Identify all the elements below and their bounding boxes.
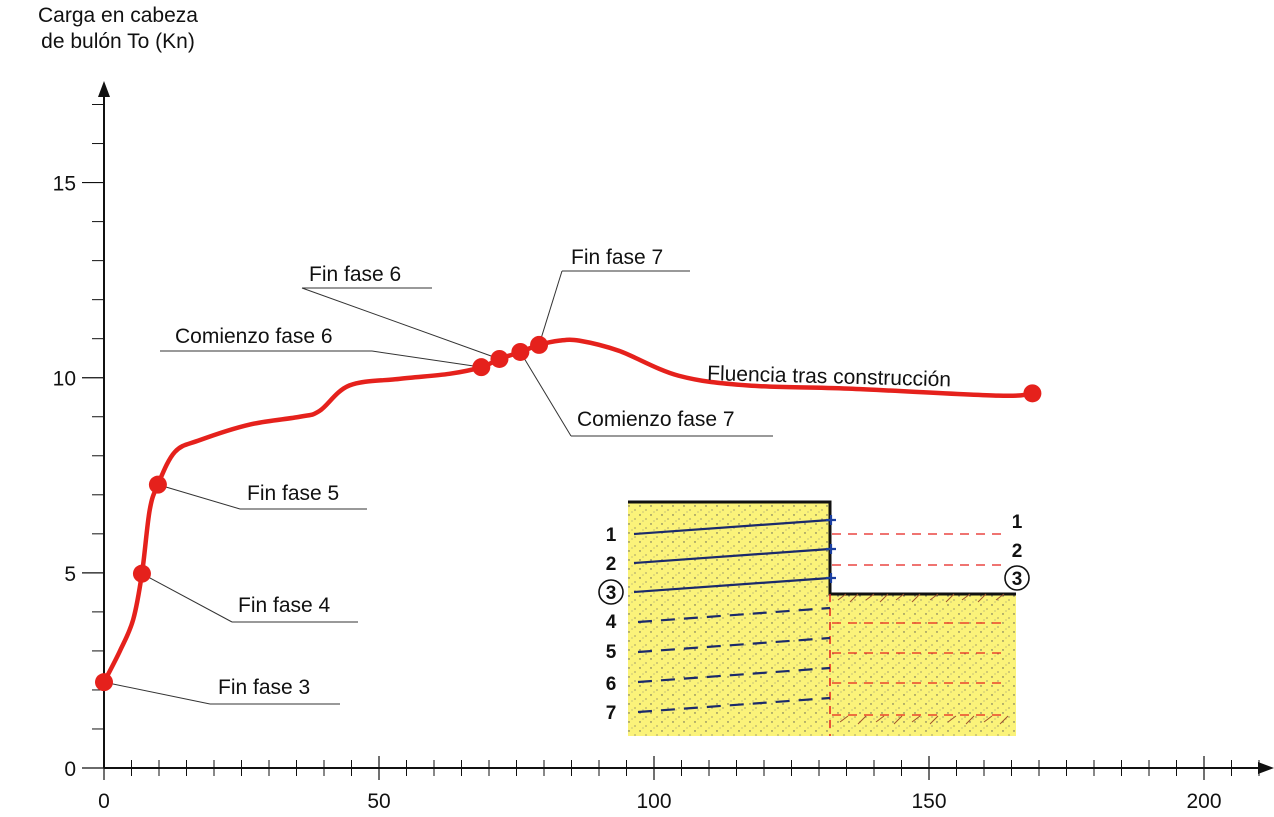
leader-line (104, 682, 210, 704)
bolt-label: 1 (606, 525, 617, 546)
y-axis-title: Carga en cabeza (38, 4, 198, 27)
y-tick-label: 0 (64, 758, 76, 781)
bolt-label: 5 (606, 642, 617, 663)
x-axis-arrow (1258, 762, 1274, 774)
inset-diagram: 1 2 3 4 5 6 7 1 2 3 (599, 502, 1029, 736)
annotation: Fin fase 6 (309, 263, 401, 286)
y-axis-title: de bulón To (Kn) (41, 30, 195, 53)
point-marker (490, 350, 508, 368)
bolt-label: 3 (606, 583, 617, 604)
annotation: Fin fase 5 (247, 482, 339, 505)
leader-line (539, 271, 562, 345)
annotation: Fin fase 3 (218, 676, 310, 699)
bolt-label: 1 (1012, 512, 1023, 533)
point-marker (133, 565, 151, 583)
leader-line (302, 288, 499, 359)
point-marker (472, 358, 490, 376)
point-marker (95, 673, 113, 691)
y-tick-label: 5 (64, 563, 76, 586)
y-axis-arrow (98, 81, 110, 97)
annotation: Comienzo fase 6 (175, 325, 333, 348)
annotation: Comienzo fase 7 (577, 408, 735, 431)
bolt-label: 6 (606, 674, 617, 695)
bolt-label: 3 (1012, 569, 1023, 590)
bolt-label: 2 (606, 554, 617, 575)
bolt-label: 7 (606, 703, 617, 724)
leader-line (142, 574, 232, 622)
y-tick-label: 10 (53, 368, 76, 391)
x-tick-label: 100 (636, 790, 671, 813)
point-marker (511, 343, 529, 361)
x-tick-label: 150 (911, 790, 946, 813)
x-tick-label: 50 (367, 790, 390, 813)
leader-line (372, 351, 481, 367)
leader-line (158, 485, 240, 509)
annotation: Fin fase 4 (238, 594, 331, 617)
x-tick-label: 0 (98, 790, 110, 813)
bolt-label: 4 (606, 612, 617, 633)
point-marker (149, 476, 167, 494)
annotation: Fin fase 7 (571, 246, 663, 269)
leader-line (520, 352, 571, 436)
point-marker (1023, 384, 1041, 402)
bolt-label: 2 (1012, 541, 1023, 562)
point-marker (530, 336, 548, 354)
chart: Carga en cabeza de bulón To (Kn) (0, 0, 1274, 817)
x-tick-label: 200 (1186, 790, 1221, 813)
y-tick-label: 15 (53, 173, 76, 196)
